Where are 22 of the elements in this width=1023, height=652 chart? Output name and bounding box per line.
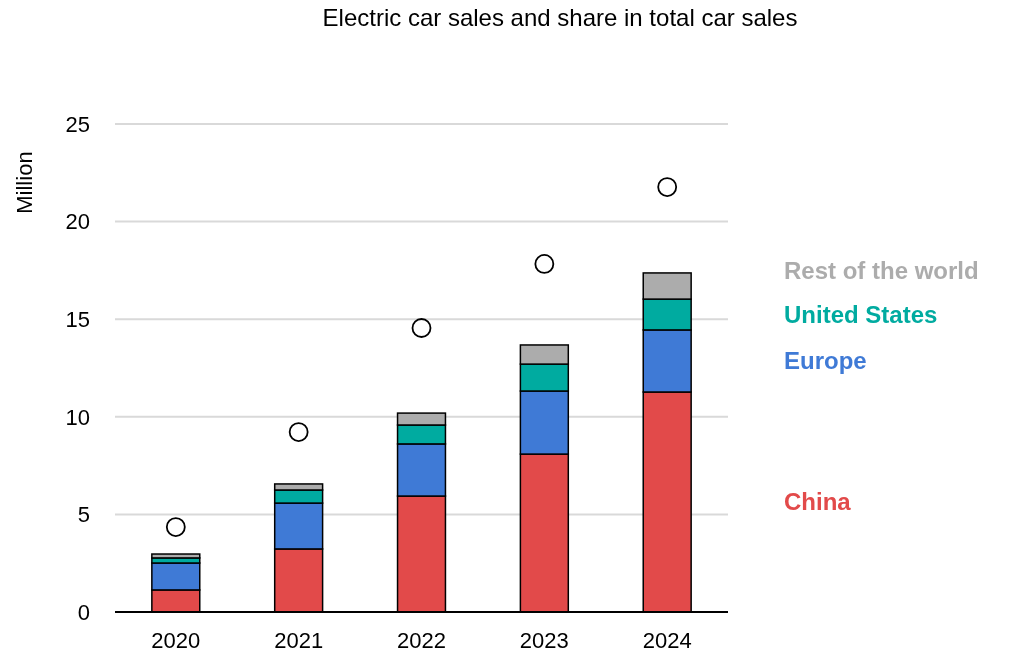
- y-tick-label: 20: [65, 209, 90, 235]
- x-tick-label: 2020: [151, 628, 201, 652]
- y-tick-label: 15: [65, 306, 90, 332]
- x-tick-label: 2022: [397, 628, 446, 652]
- point: [288, 422, 309, 442]
- point: [411, 318, 432, 338]
- y-tick-label: 10: [65, 404, 90, 430]
- text: China: [784, 488, 852, 516]
- chart-title: Electric car sales and share in total car sales: [322, 4, 798, 31]
- text: United States: [784, 300, 938, 328]
- y-axis-title: Million: [12, 151, 37, 214]
- y-tick-label: 5: [77, 502, 90, 528]
- y-tick-label: 25: [65, 111, 90, 137]
- x-tick-label: 2023: [519, 628, 569, 652]
- x-tick-label: 2024: [642, 628, 692, 652]
- y-tick-label: 0: [77, 599, 90, 625]
- point: [657, 177, 678, 197]
- text: Europe: [784, 347, 867, 375]
- point: [534, 254, 555, 274]
- text: Rest of the world: [784, 256, 979, 284]
- x-tick-label: 2021: [274, 628, 324, 652]
- point: [165, 517, 186, 537]
